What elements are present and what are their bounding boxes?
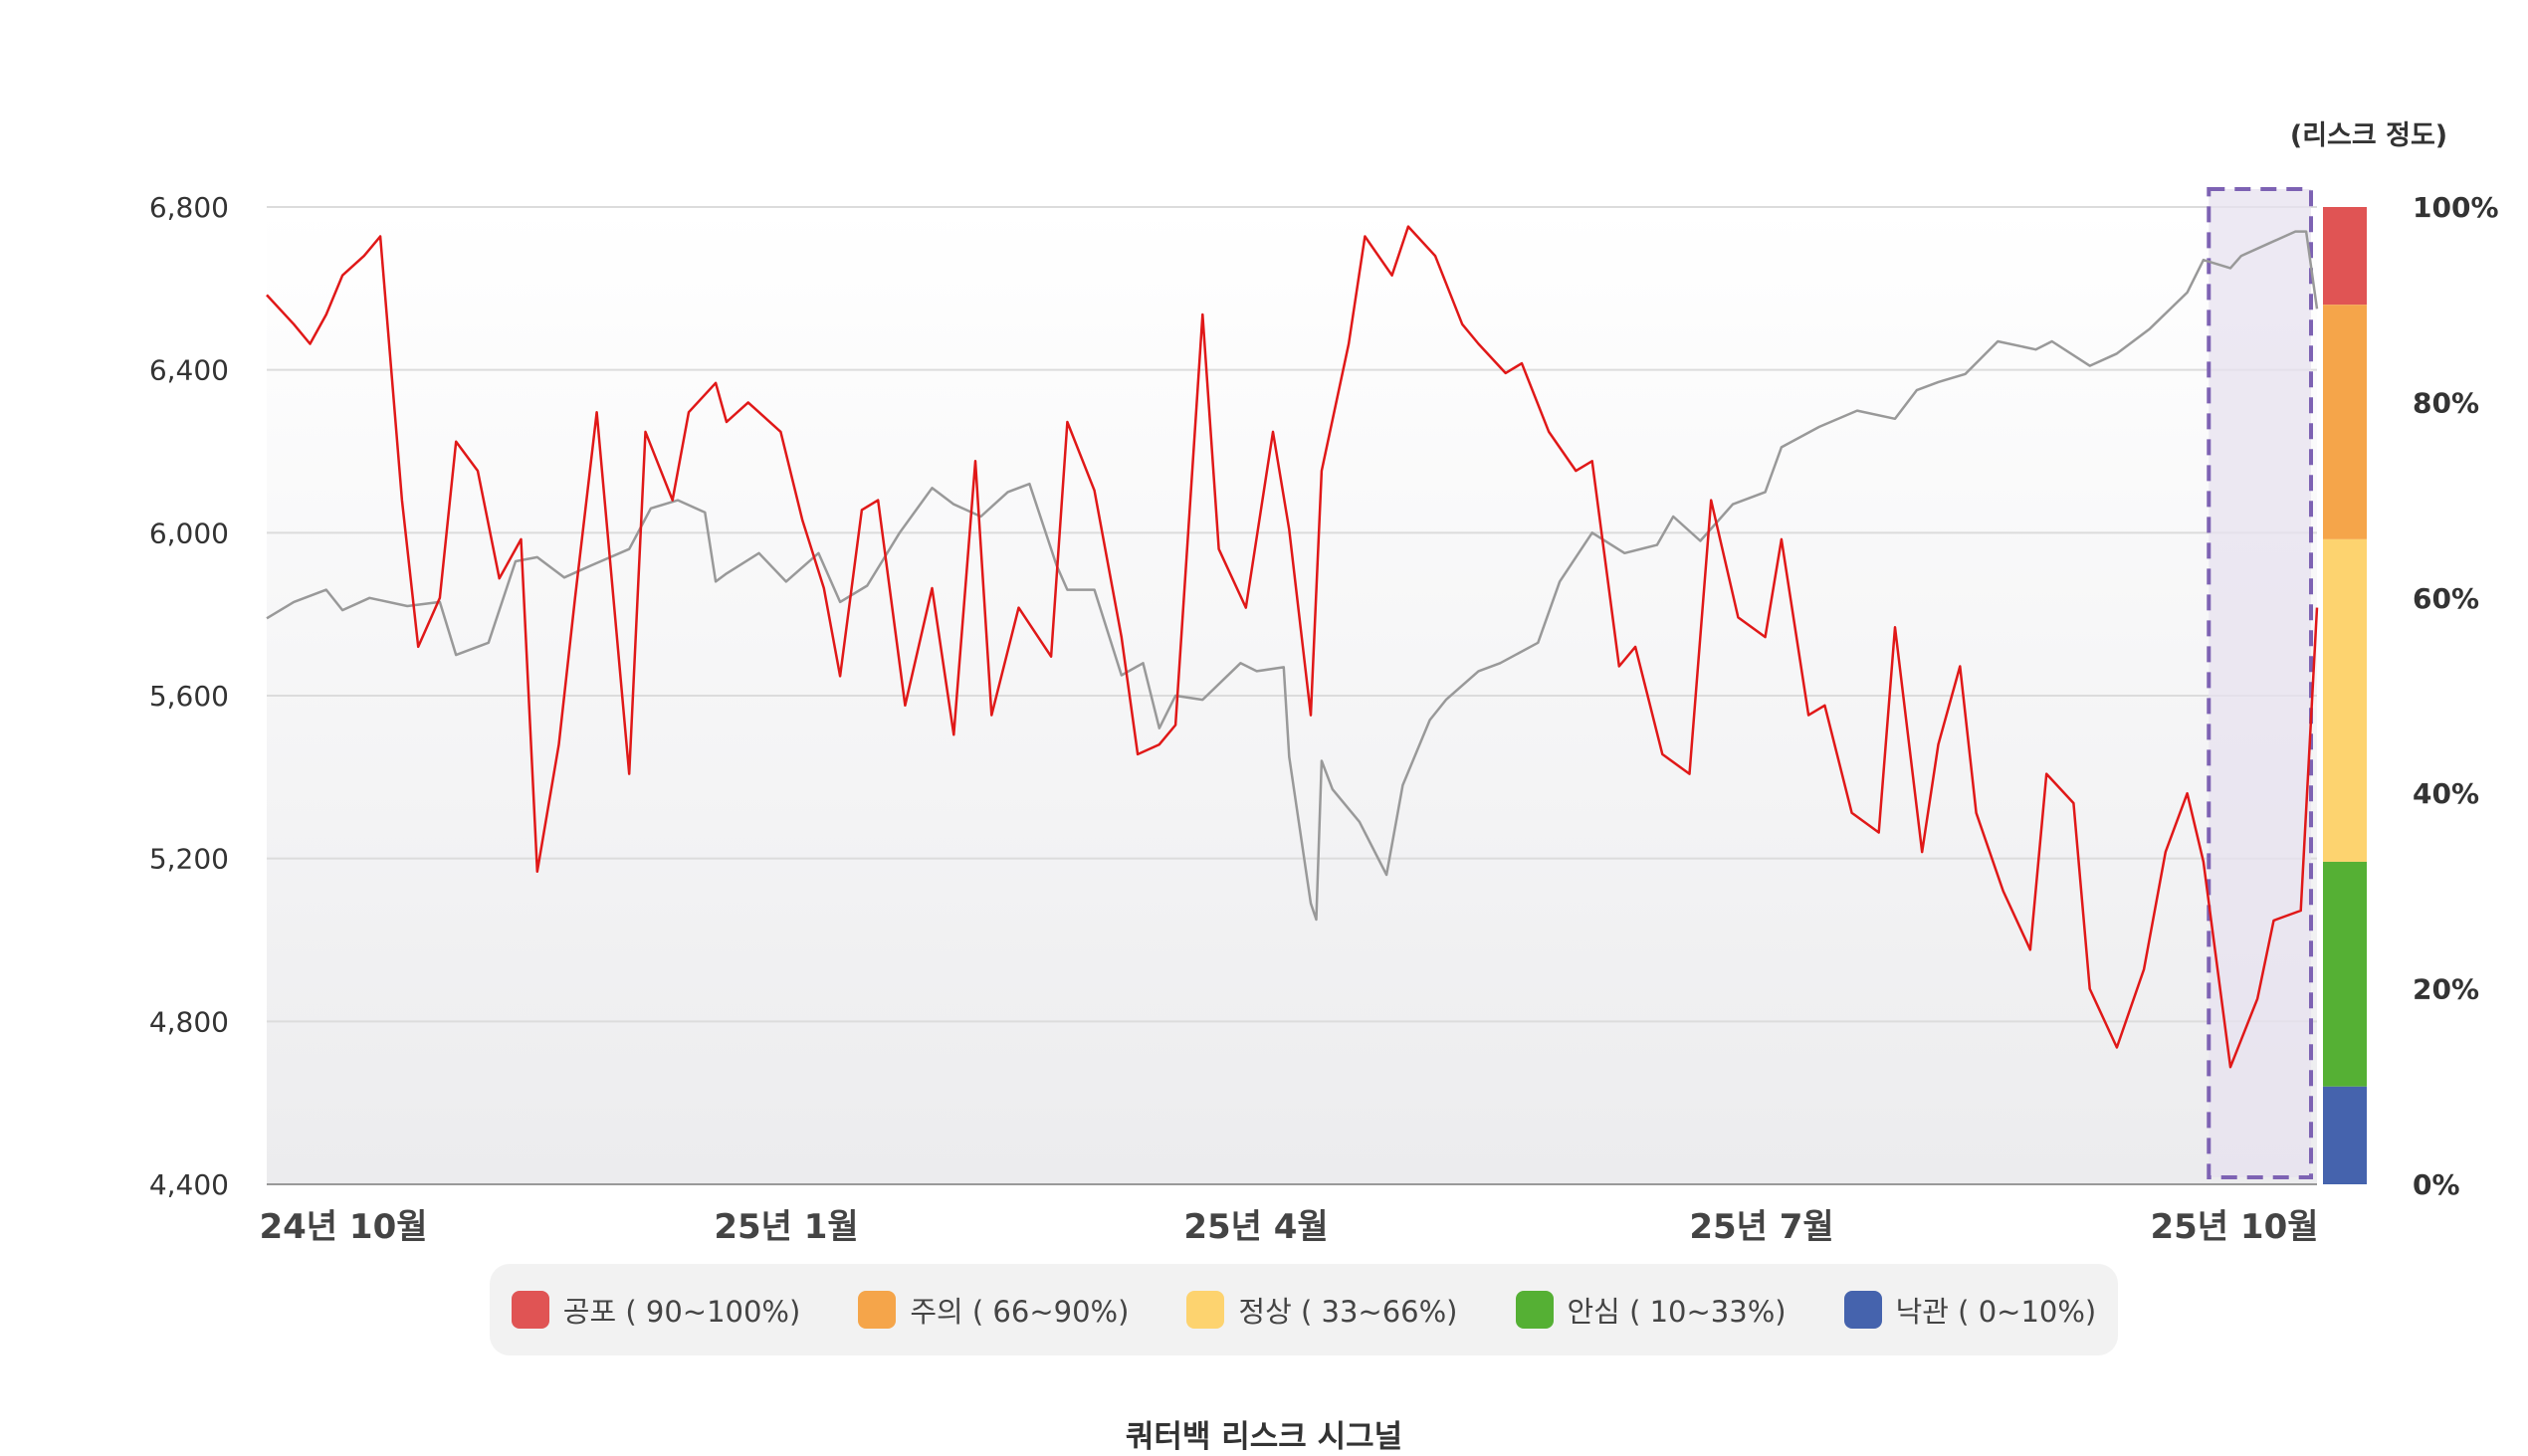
y-axis-ticks: 6,800 6,400 6,000 5,600 5,200 4,800 4,400 [149, 191, 229, 1201]
legend-item: 안심 ( 10~33%) [1515, 1289, 1787, 1331]
y-tick-label: 4,400 [149, 1168, 229, 1201]
legend-label: 공포 ( 90~100%) [562, 1295, 801, 1329]
x-tick-label: 25년 10월 [2150, 1207, 2318, 1247]
y-tick-label: 5,200 [149, 843, 229, 876]
risk-axis-ticks: 100% 80% 60% 40% 20% 0% [2413, 191, 2499, 1201]
risk-tick-label: 100% [2413, 191, 2499, 224]
risk-scale-bar [2323, 207, 2367, 1184]
risk-tick-label: 20% [2413, 973, 2479, 1006]
legend-item: 주의 ( 66~90%) [858, 1289, 1129, 1331]
risk-band [2323, 861, 2367, 1087]
chart-caption: 쿼터백 리스크 시그널 [1125, 1419, 1403, 1455]
legend-item: 정상 ( 33~66%) [1186, 1289, 1458, 1331]
legend-label: 정상 ( 33~66%) [1238, 1295, 1458, 1329]
risk-band [2323, 1086, 2367, 1184]
risk-band [2323, 207, 2367, 306]
legend-label: 낙관 ( 0~10%) [1895, 1295, 2097, 1329]
x-tick-label: 25년 1월 [714, 1207, 858, 1247]
y-tick-label: 6,800 [149, 191, 229, 224]
legend-swatch [1186, 1291, 1225, 1329]
y-tick-label: 6,400 [149, 354, 229, 387]
risk-band [2323, 538, 2367, 862]
legend-swatch [858, 1291, 897, 1329]
highlight-region [2207, 187, 2314, 1179]
legend: 공포 ( 90~100%) 주의 ( 66~90%) 정상 ( 33~66%) 안심 … [490, 1264, 2118, 1355]
x-tick-label: 25년 4월 [1183, 1207, 1328, 1247]
legend-label: 주의 ( 66~90%) [910, 1295, 1130, 1329]
risk-tick-label: 80% [2413, 386, 2479, 419]
risk-axis-title: (리스크 정도) [2290, 120, 2447, 151]
risk-tick-label: 60% [2413, 582, 2479, 615]
x-tick-label: 24년 10월 [259, 1207, 427, 1247]
risk-band [2323, 305, 2367, 539]
series-line-gray [266, 230, 2319, 922]
series-line-red [266, 225, 2319, 1069]
legend-swatch [1843, 1291, 1882, 1329]
x-axis-ticks: 24년 10월 25년 1월 25년 4월 25년 7월 25년 10월 [259, 1207, 2318, 1247]
y-tick-label: 5,600 [149, 680, 229, 713]
legend-item: 낙관 ( 0~10%) [1843, 1289, 2097, 1331]
risk-tick-label: 40% [2413, 777, 2479, 810]
risk-tick-label: 0% [2413, 1168, 2460, 1201]
y-tick-label: 4,800 [149, 1005, 229, 1038]
x-tick-label: 25년 7월 [1689, 1207, 1833, 1247]
legend-swatch [1515, 1291, 1554, 1329]
legend-label: 안심 ( 10~33%) [1567, 1295, 1787, 1329]
y-tick-label: 6,000 [149, 517, 229, 549]
legend-swatch [511, 1291, 549, 1329]
legend-item: 공포 ( 90~100%) [511, 1289, 801, 1331]
